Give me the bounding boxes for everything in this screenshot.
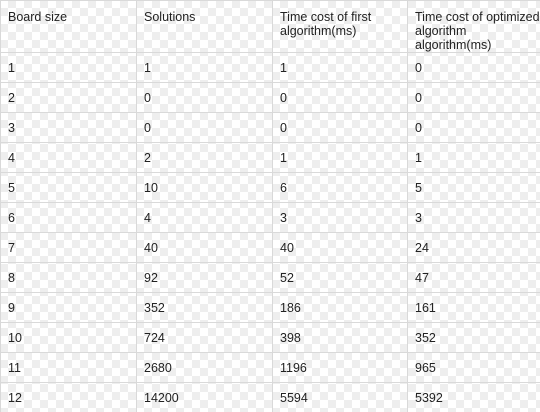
- first-algorithm-time-cell: 398: [272, 322, 408, 353]
- board-size-cell: 9: [0, 292, 137, 323]
- table-row: 10 724 398 352: [0, 322, 540, 353]
- solutions-cell: 40: [136, 232, 273, 263]
- board-size-cell: 1: [0, 52, 137, 83]
- table-body: 1 1 1 0 2 0 0 0 3 0 0 0 4 2 1 1 5 10 6 5 6 4 3 3 7 40 40 24 8 92 52 47 9…: [0, 52, 540, 412]
- first-algorithm-time-cell: 0: [272, 112, 408, 143]
- optimized-algorithm-time-cell: 5: [407, 172, 540, 203]
- board-size-cell: 2: [0, 82, 137, 113]
- first-algorithm-time-cell: 186: [272, 292, 408, 323]
- board-size-cell: 3: [0, 112, 137, 143]
- board-size-cell: 10: [0, 322, 137, 353]
- first-algorithm-time-cell: 5594: [272, 382, 408, 412]
- solutions-cell: 0: [136, 112, 273, 143]
- optimized-algorithm-time-cell: 0: [407, 82, 540, 113]
- table-row: 7 40 40 24: [0, 232, 540, 263]
- solutions-cell: 10: [136, 172, 273, 203]
- table-header: Board size Solutions Time cost of first …: [0, 0, 540, 53]
- first-algorithm-time-cell: 52: [272, 262, 408, 293]
- solutions-cell: 724: [136, 322, 273, 353]
- table-row: 5 10 6 5: [0, 172, 540, 203]
- table-row: 11 2680 1196 965: [0, 352, 540, 383]
- first-algorithm-time-cell: 1: [272, 52, 408, 83]
- solutions-cell: 2: [136, 142, 273, 173]
- board-size-cell: 12: [0, 382, 137, 412]
- optimized-algorithm-time-cell: 47: [407, 262, 540, 293]
- table-row: 9 352 186 161: [0, 292, 540, 323]
- solutions-cell: 352: [136, 292, 273, 323]
- solutions-cell: 4: [136, 202, 273, 233]
- first-algorithm-time-cell: 1196: [272, 352, 408, 383]
- header-optimized-algorithm-time: Time cost of optimized algorithm algorit…: [407, 0, 540, 53]
- optimized-algorithm-time-cell: 0: [407, 112, 540, 143]
- header-solutions: Solutions: [136, 0, 273, 53]
- first-algorithm-time-cell: 1: [272, 142, 408, 173]
- optimized-algorithm-time-cell: 3: [407, 202, 540, 233]
- header-board-size: Board size: [0, 0, 137, 53]
- optimized-algorithm-time-cell: 161: [407, 292, 540, 323]
- header-row: Board size Solutions Time cost of first …: [0, 0, 540, 53]
- first-algorithm-time-cell: 40: [272, 232, 408, 263]
- first-algorithm-time-cell: 6: [272, 172, 408, 203]
- first-algorithm-time-cell: 0: [272, 82, 408, 113]
- solutions-cell: 14200: [136, 382, 273, 412]
- optimized-algorithm-time-cell: 352: [407, 322, 540, 353]
- board-size-cell: 11: [0, 352, 137, 383]
- optimized-algorithm-time-cell: 965: [407, 352, 540, 383]
- solutions-cell: 2680: [136, 352, 273, 383]
- optimized-algorithm-time-cell: 5392: [407, 382, 540, 412]
- board-size-cell: 6: [0, 202, 137, 233]
- first-algorithm-time-cell: 3: [272, 202, 408, 233]
- optimized-algorithm-time-cell: 0: [407, 52, 540, 83]
- solutions-cell: 1: [136, 52, 273, 83]
- header-first-algorithm-time: Time cost of first algorithm(ms): [272, 0, 408, 53]
- optimized-algorithm-time-cell: 24: [407, 232, 540, 263]
- board-size-cell: 7: [0, 232, 137, 263]
- solutions-cell: 0: [136, 82, 273, 113]
- solutions-cell: 92: [136, 262, 273, 293]
- table-row: 8 92 52 47: [0, 262, 540, 293]
- board-size-cell: 8: [0, 262, 137, 293]
- table-row: 12 14200 5594 5392: [0, 382, 540, 412]
- board-size-cell: 4: [0, 142, 137, 173]
- optimized-algorithm-time-cell: 1: [407, 142, 540, 173]
- board-size-cell: 5: [0, 172, 137, 203]
